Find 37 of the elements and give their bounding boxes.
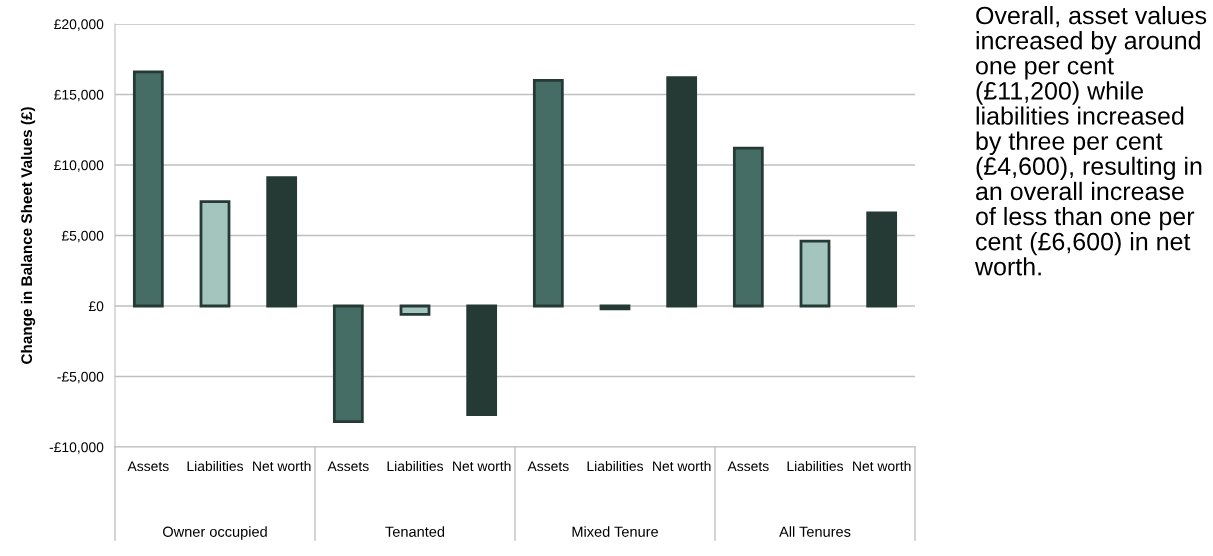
x-tick-label: Net worth xyxy=(253,460,311,472)
bar xyxy=(599,304,631,311)
x-tick-label: Liabilities xyxy=(787,460,844,472)
text: Mixed Tenure xyxy=(572,526,658,537)
y-tick-label: £0 xyxy=(88,301,104,312)
y-tick-label: -£10,000 xyxy=(49,442,104,454)
text: Tenanted xyxy=(385,526,445,537)
y-tick-label: £20,000 xyxy=(54,19,104,31)
x-tick-label: Assets xyxy=(527,461,569,472)
text: Overall, asset values increased by around one per cent (£11,200) while liabilities increased by three per cent (£4,600), resulting in an overall increase of less than one per cent (£6,600) in net worth. xyxy=(974,6,1207,276)
x-tick-label: Assets xyxy=(127,461,169,472)
x-tick-label: Net worth xyxy=(653,460,711,472)
x-tick-label: Assets xyxy=(327,461,369,472)
bar xyxy=(399,304,431,316)
y-tick-label: £15,000 xyxy=(54,89,104,102)
bar xyxy=(332,304,364,424)
x-tick-label: Liabilities xyxy=(387,460,444,472)
text: All Tenures xyxy=(779,526,851,537)
y-axis-title: Change in Balance Sheet Values (£) xyxy=(20,107,36,364)
bar xyxy=(466,304,498,416)
bar xyxy=(732,146,764,308)
y-tick-label: £5,000 xyxy=(61,230,104,243)
bar xyxy=(532,79,564,308)
y-tick-label: £10,000 xyxy=(54,160,104,172)
x-tick-label: Net worth xyxy=(453,460,511,472)
bar xyxy=(132,70,164,308)
y-tick-label: -£5,000 xyxy=(57,371,104,384)
bar xyxy=(799,239,831,308)
bar xyxy=(199,200,231,308)
bar xyxy=(266,176,298,308)
bar xyxy=(666,76,698,308)
bar xyxy=(866,211,898,308)
x-tick-label: Assets xyxy=(727,461,769,472)
x-tick-label: Net worth xyxy=(853,460,911,472)
x-tick-label: Liabilities xyxy=(187,460,244,472)
text: Owner occupied xyxy=(163,526,267,540)
x-tick-label: Liabilities xyxy=(587,460,644,472)
